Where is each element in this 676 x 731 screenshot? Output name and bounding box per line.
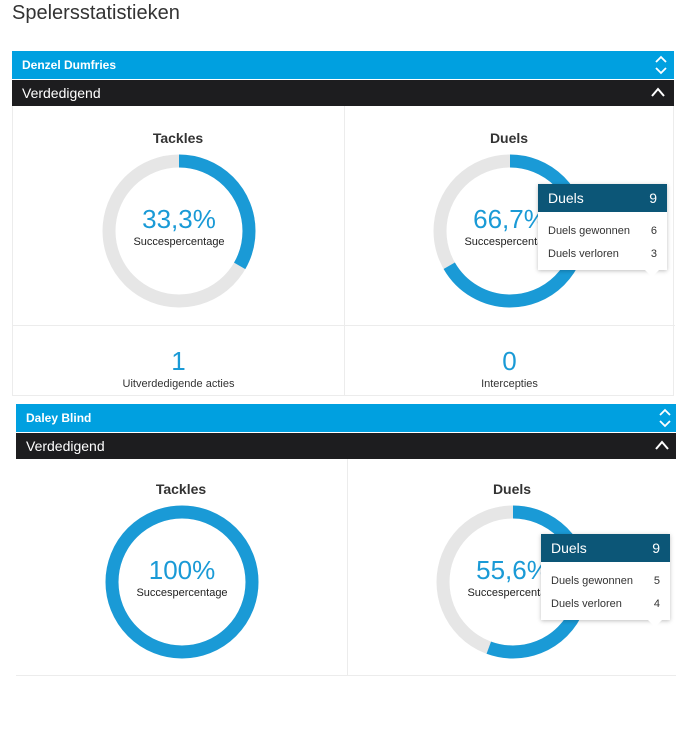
tooltip-label: Duels verloren — [551, 598, 622, 610]
tooltip-row-lost: Duels verloren 3 — [538, 243, 667, 266]
count-value: 1 — [171, 346, 186, 376]
tooltip-row-won: Duels gewonnen 6 — [538, 220, 667, 243]
donut-arc — [105, 505, 259, 659]
chevron-up-icon[interactable] — [650, 86, 666, 98]
player-name: Daley Blind — [26, 411, 92, 425]
tooltip-label: Duels gewonnen — [548, 225, 630, 237]
tooltip-title: Duels — [548, 190, 584, 206]
tooltip-row-won: Duels gewonnen 5 — [541, 570, 670, 593]
donut-arc — [102, 154, 256, 308]
tooltip-value: 6 — [650, 225, 657, 237]
tackles-subtitle: Succespercentage — [133, 236, 225, 248]
tooltip-row-lost: Duels verloren 4 — [541, 593, 670, 616]
tooltip-label: Duels gewonnen — [551, 575, 633, 587]
category-label: Verdedigend — [22, 85, 101, 101]
tackles-donut: 100% Succespercentage — [105, 505, 259, 659]
tackles-percentage: 33,3% — [142, 204, 216, 234]
tackles-percentage: 100% — [148, 555, 216, 585]
tooltip-value: 4 — [653, 598, 660, 610]
tooltip-label: Duels verloren — [548, 248, 619, 260]
category-header[interactable]: Verdedigend — [12, 80, 674, 106]
duels-tooltip: Duels 9 Duels gewonnen 5 Duels verloren … — [541, 534, 670, 627]
duels-subtitle: Succespercentage — [464, 236, 556, 248]
count-label: Uitverdedigende acties — [122, 378, 235, 390]
count-value: 0 — [502, 346, 517, 376]
chevron-up-icon[interactable] — [654, 439, 670, 451]
tackles-title: Tackles — [152, 130, 204, 146]
category-header[interactable]: Verdedigend — [16, 433, 676, 459]
duels-percentage: 66,7% — [473, 204, 547, 234]
tooltip-total: 9 — [652, 540, 660, 556]
tooltip-total: 9 — [649, 190, 657, 206]
sort-toggle-icon[interactable] — [654, 54, 668, 76]
duels-title: Duels — [489, 130, 529, 146]
tackles-subtitle: Succespercentage — [136, 587, 228, 599]
duels-percentage: 55,6% — [476, 555, 550, 585]
interceptions-stat: 0 Intercepties — [344, 346, 675, 390]
defensive-actions-stat: 1 Uitverdedigende acties — [13, 346, 344, 390]
player-header[interactable]: Daley Blind — [16, 404, 676, 432]
tooltip-title: Duels — [551, 540, 587, 556]
stats-panel: Tackles 33,3% Succespercentage Duels 66,… — [12, 106, 675, 396]
category-label: Verdedigend — [26, 438, 105, 454]
tackles-donut: 33,3% Succespercentage — [102, 154, 256, 308]
player-header[interactable]: Denzel Dumfries — [12, 51, 674, 79]
duels-tooltip: Duels 9 Duels gewonnen 6 Duels verloren … — [538, 184, 667, 277]
tooltip-value: 3 — [650, 248, 657, 260]
count-label: Intercepties — [481, 378, 538, 390]
stats-panel: Tackles 100% Succespercentage Duels 55,6… — [16, 459, 676, 676]
player-section-dumfries: Denzel Dumfries Verdedigend Tackles 33,3… — [12, 51, 675, 396]
player-name: Denzel Dumfries — [22, 58, 117, 72]
page-title: Spelersstatistieken — [12, 2, 180, 24]
tooltip-value: 5 — [653, 575, 660, 587]
duels-title: Duels — [492, 481, 532, 497]
tackles-title: Tackles — [155, 481, 207, 497]
duels-subtitle: Succespercentage — [467, 587, 559, 599]
sort-toggle-icon[interactable] — [658, 407, 672, 429]
player-section-blind: Daley Blind Verdedigend Tackles 100% Suc… — [16, 404, 676, 676]
